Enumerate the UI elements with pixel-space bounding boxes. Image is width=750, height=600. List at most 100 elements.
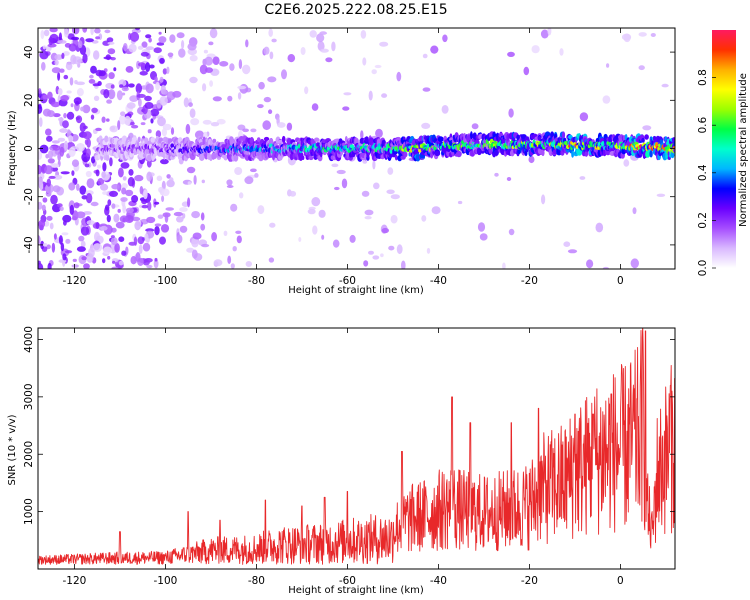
spectrogram-cell (256, 137, 261, 143)
spectrogram-cell (372, 160, 376, 170)
spectrogram-cells (38, 28, 675, 269)
spectrogram-cell (579, 176, 586, 180)
spectrogram-cell (237, 92, 242, 100)
spectrogram-cell (508, 108, 514, 118)
spectrogram-cell (90, 201, 99, 207)
spectrogram-cell (46, 215, 53, 221)
spectrogram-cell (38, 151, 43, 160)
spectrogram-cell (154, 76, 158, 82)
spectrogram-cell (141, 198, 148, 205)
spectrogram-cell (95, 69, 103, 77)
spectrogram-cell (40, 29, 45, 40)
spectrogram-cell (300, 47, 306, 55)
spectrogram-cell (167, 52, 174, 58)
spectrogram-cell (121, 187, 127, 195)
spectrogram-cell (523, 66, 530, 76)
spectrogram-cell (124, 115, 131, 126)
x-tick-label: -20 (521, 275, 538, 287)
spectrogram-cell (111, 266, 119, 269)
spectrogram-cell (268, 109, 273, 114)
spectrogram-cell (203, 49, 208, 54)
spectrogram-cell (199, 64, 208, 75)
spectrogram-cell (191, 211, 201, 219)
spectrogram-cell (161, 188, 170, 197)
spectrogram-cell (154, 223, 162, 227)
spectrogram-cell (139, 71, 148, 76)
spectrogram-cell (641, 137, 645, 143)
spectrogram-cell (187, 42, 197, 51)
spectrogram-cell (186, 166, 196, 174)
spectrogram-cell (52, 145, 61, 151)
spectrogram-cell (550, 131, 555, 138)
spectrogram-cell (97, 178, 105, 186)
spectrogram-cell (118, 236, 125, 242)
spectrogram-cell (106, 118, 110, 122)
spectrogram-cell (386, 189, 395, 195)
spectrogram-cell (135, 252, 141, 262)
spectrogram-cell (80, 240, 86, 248)
colorbar: 0.0 0.2 0.4 0.6 0.8 Normalized spectral ampl… (697, 30, 749, 276)
spectrogram-cell (38, 235, 41, 245)
spectrogram-cell (123, 43, 128, 52)
spectrogram-cell (129, 31, 140, 42)
spectrogram-cell (201, 179, 205, 184)
colorbar-tick-label: 0.4 (697, 164, 709, 181)
spectrogram-cell (364, 136, 369, 143)
y-tick-label: 0 (23, 145, 35, 152)
spectrogram-cell (146, 264, 153, 269)
spectrogram-cell (361, 190, 370, 197)
spectrogram-cell (341, 178, 348, 189)
y-tick-label: 20 (23, 94, 35, 107)
spectrogram-cell (642, 125, 652, 131)
spectrogram-cell (57, 137, 66, 142)
spectrogram-cell (85, 148, 91, 158)
spectrogram-cell (200, 223, 206, 231)
spectrogram-cell (48, 150, 53, 159)
spectrogram-cell (110, 237, 118, 246)
spectrogram-cell (149, 64, 155, 69)
spectrogram-cell (242, 128, 250, 133)
spectrogram-cell (93, 50, 100, 60)
spectrogram-cell (145, 62, 151, 73)
spectrogram-cell (547, 28, 552, 36)
spectrogram-cell (368, 250, 374, 255)
spectrogram-cell (105, 54, 111, 61)
spectrogram-cell (638, 32, 647, 37)
spectrogram-cell (158, 31, 162, 35)
spectrogram-cell (68, 43, 77, 52)
spectrogram-cell (90, 114, 95, 120)
spectrogram-cell (237, 85, 247, 90)
spectrogram-cell (190, 118, 200, 126)
spectrogram-cell (152, 153, 156, 160)
spectrogram-cell (508, 228, 515, 236)
spectrogram-cell (311, 103, 319, 111)
spectrogram-cell (156, 175, 163, 182)
spectrogram-cell (319, 31, 328, 35)
spectrogram-cell (154, 257, 158, 262)
spectrogram-cell (58, 32, 63, 42)
spectrogram-cell (83, 131, 92, 140)
spectrogram-cell (63, 74, 69, 80)
spectrogram-cell (204, 56, 213, 66)
x-tick-label: -120 (62, 275, 86, 287)
spectrogram-cell (162, 90, 169, 95)
spectrogram-cell (103, 246, 112, 255)
spectrogram-cell (90, 65, 97, 74)
spectrogram-cell (226, 179, 233, 186)
spectrogram-cell (178, 48, 186, 58)
y-tick-label: 40 (23, 45, 35, 58)
spectrogram-cell (165, 207, 174, 211)
spectrogram-cell (154, 225, 160, 236)
spectrogram-cell (364, 216, 372, 220)
spectrogram-cell (254, 173, 259, 178)
spectrogram-cell (649, 150, 653, 158)
spectrogram-cell (250, 168, 257, 173)
spectrogram-cell (62, 120, 69, 129)
spectrogram-cell (128, 83, 135, 88)
spectrogram-cell (133, 236, 138, 246)
spectrogram-cell (320, 48, 329, 53)
spectrogram-cell (105, 154, 110, 161)
spectrogram-cell (82, 28, 88, 33)
spectrogram-cell (298, 237, 302, 242)
spectrogram-cell (119, 84, 124, 88)
